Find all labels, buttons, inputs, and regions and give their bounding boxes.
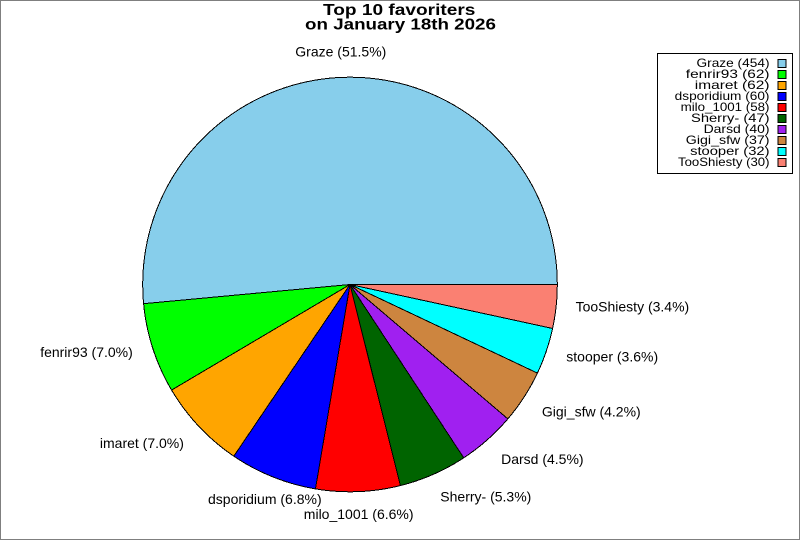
svg-text:on January 18th 2026: on January 18th 2026: [305, 17, 496, 34]
svg-text:dsporidium (60): dsporidium (60): [675, 89, 770, 103]
svg-text:Graze (454): Graze (454): [697, 56, 770, 70]
svg-text:imaret (7.0%): imaret (7.0%): [100, 435, 184, 451]
svg-text:fenrir93 (62): fenrir93 (62): [686, 67, 770, 81]
svg-text:milo_1001 (6.6%): milo_1001 (6.6%): [304, 506, 414, 522]
svg-text:Sherry- (5.3%): Sherry- (5.3%): [440, 489, 531, 505]
svg-text:Gigi_sfw (37): Gigi_sfw (37): [686, 133, 770, 147]
svg-text:stooper (3.6%): stooper (3.6%): [566, 349, 658, 365]
svg-text:TooShiesty (3.4%): TooShiesty (3.4%): [576, 299, 690, 315]
svg-text:imaret (62): imaret (62): [695, 78, 770, 92]
svg-text:Top 10 favoriters: Top 10 favoriters: [323, 2, 476, 19]
svg-text:Darsd (4.5%): Darsd (4.5%): [501, 451, 583, 467]
svg-text:Gigi_sfw (4.2%): Gigi_sfw (4.2%): [542, 403, 641, 419]
svg-text:Sherry- (47): Sherry- (47): [691, 111, 770, 125]
svg-text:Darsd (40): Darsd (40): [704, 122, 770, 136]
svg-text:Graze (51.5%): Graze (51.5%): [295, 43, 386, 59]
svg-text:dsporidium (6.8%): dsporidium (6.8%): [208, 491, 322, 507]
svg-text:milo_1001 (58): milo_1001 (58): [681, 100, 770, 114]
svg-text:TooShiesty (30): TooShiesty (30): [678, 155, 770, 169]
svg-text:fenrir93 (7.0%): fenrir93 (7.0%): [40, 344, 133, 360]
svg-text:stooper (32): stooper (32): [690, 144, 769, 158]
